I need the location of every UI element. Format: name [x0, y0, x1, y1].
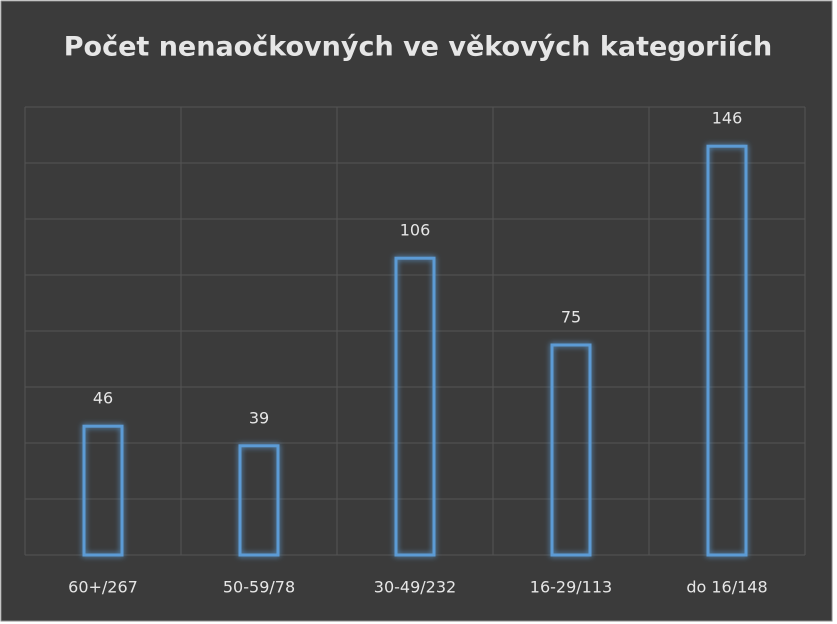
data-label: 146: [712, 109, 743, 128]
bar: [394, 256, 436, 557]
chart-title: Počet nenaočkovných ve věkových kategori…: [64, 32, 772, 63]
bar: [82, 424, 124, 557]
bar: [550, 343, 592, 557]
data-label: 106: [400, 221, 431, 240]
bar: [706, 144, 748, 557]
x-tick-label: 30-49/232: [374, 578, 456, 597]
bar: [238, 444, 280, 557]
data-label: 39: [249, 408, 269, 427]
x-tick-label: 60+/267: [68, 578, 138, 597]
x-tick-label: do 16/148: [686, 578, 767, 597]
data-label: 46: [93, 389, 113, 408]
x-tick-label: 50-59/78: [223, 578, 295, 597]
data-label: 75: [561, 308, 581, 327]
x-tick-label: 16-29/113: [530, 578, 612, 597]
